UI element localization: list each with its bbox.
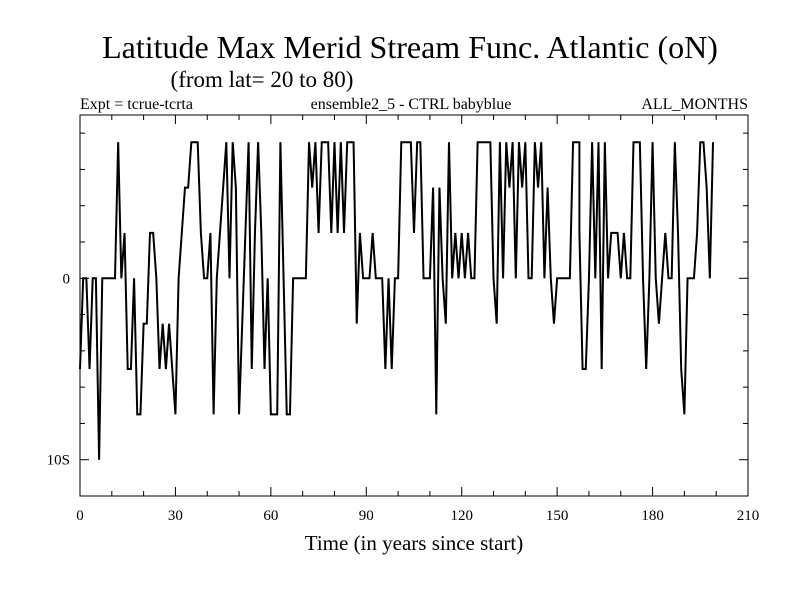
plot-frame <box>79 114 749 497</box>
x-tick-label: 150 <box>546 508 569 524</box>
ensemble-label: ensemble2_5 - CTRL babyblue <box>311 96 512 113</box>
series-line <box>79 141 715 460</box>
period-label: ALL_MONTHS <box>641 96 748 113</box>
x-tick-label: 90 <box>359 508 374 524</box>
chart-subtitle: (from lat= 20 to 80) <box>171 67 354 92</box>
x-tick-label: 30 <box>168 508 183 524</box>
expt-label: Expt = tcrue-tcrta <box>80 96 193 113</box>
tick-marks <box>79 115 749 497</box>
x-tick-label: 210 <box>737 508 760 524</box>
y-tick-label: 10S <box>47 453 70 469</box>
x-tick-label: 0 <box>76 508 84 524</box>
y-tick-label: 0 <box>63 271 71 287</box>
tick-labels: 0 30 60 90 120 150 180 210 0 10S <box>47 271 760 524</box>
x-axis-label: Time (in years since start) <box>305 531 524 555</box>
chart-title: Latitude Max Merid Stream Func. Atlantic… <box>102 29 718 65</box>
x-tick-label: 180 <box>641 508 664 524</box>
x-tick-label: 120 <box>450 508 473 524</box>
x-tick-label: 60 <box>263 508 278 524</box>
